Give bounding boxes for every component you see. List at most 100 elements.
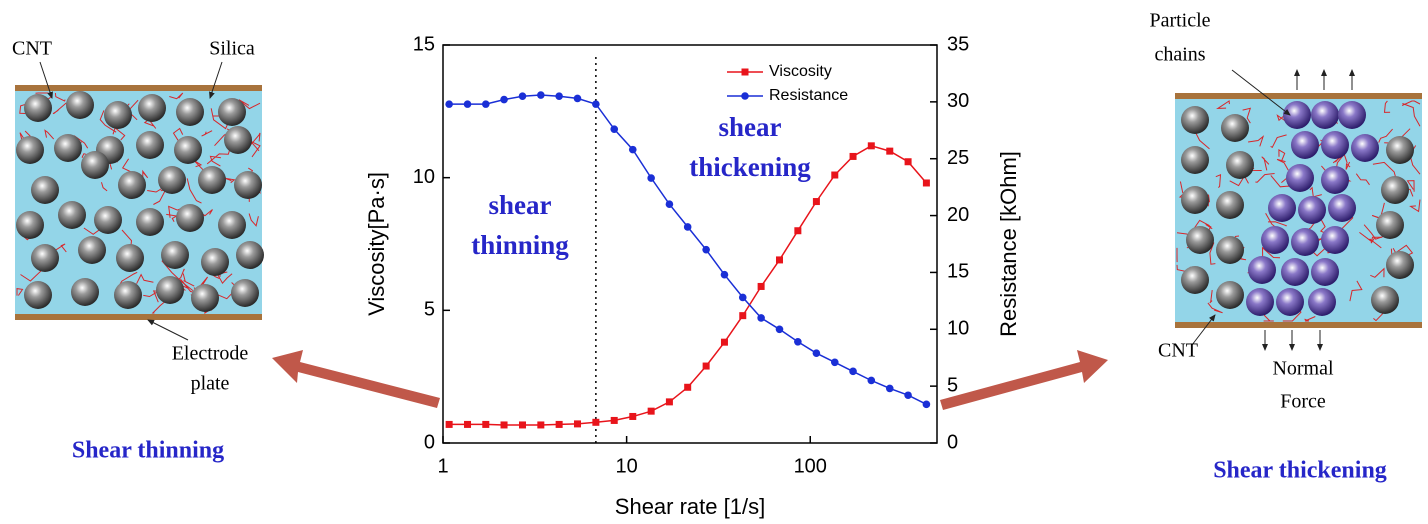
fiber	[1383, 100, 1391, 113]
fiber	[1378, 128, 1393, 143]
particle	[1216, 191, 1244, 219]
fiber	[238, 99, 261, 110]
electrode-top	[1175, 93, 1422, 99]
particle	[1321, 166, 1349, 194]
particle	[1286, 164, 1314, 192]
data-point	[831, 171, 839, 179]
arrow	[272, 350, 440, 408]
y2-tick-label: 30	[947, 90, 969, 112]
pointer	[39, 61, 53, 99]
fiber	[1248, 135, 1265, 147]
data-point	[922, 400, 931, 409]
label: Normal	[1272, 358, 1334, 380]
particle	[161, 241, 189, 269]
fiber	[143, 118, 157, 129]
data-point	[684, 383, 692, 391]
particle	[94, 206, 122, 234]
right-diagram	[1175, 93, 1422, 328]
plot-frame	[442, 44, 938, 444]
particle	[58, 201, 86, 229]
label: CNT	[12, 38, 52, 60]
left-diagram	[15, 85, 264, 320]
particle	[1308, 288, 1336, 316]
data-point	[776, 256, 784, 264]
y2-tick-label: 10	[947, 318, 969, 340]
fiber	[1359, 232, 1382, 249]
legend-marker	[741, 68, 749, 76]
fiber	[1363, 224, 1384, 240]
particle	[236, 241, 264, 269]
particle	[176, 98, 204, 126]
particle	[138, 94, 166, 122]
data-point	[573, 420, 581, 428]
fiber	[249, 132, 261, 146]
y2-tick-label: 25	[947, 147, 969, 169]
legend-marker	[741, 92, 749, 100]
particle	[174, 136, 202, 164]
fiber	[1270, 134, 1287, 148]
fiber	[1409, 199, 1421, 213]
fiber	[1209, 242, 1216, 265]
fiber	[54, 243, 67, 253]
fiber	[1402, 103, 1421, 127]
fiber	[161, 260, 194, 291]
fiber	[1209, 290, 1213, 304]
data-point	[794, 337, 802, 346]
fiber	[1215, 174, 1222, 188]
data-point	[592, 418, 600, 426]
series-line	[449, 144, 927, 426]
fiber	[1276, 112, 1289, 124]
data-point	[904, 391, 912, 400]
y-axis-label: Viscosity[Pa·s]	[364, 172, 389, 316]
particle	[1351, 134, 1379, 162]
fiber	[44, 129, 55, 140]
particle	[1381, 176, 1409, 204]
particle	[1181, 106, 1209, 134]
particle	[24, 281, 52, 309]
particle	[156, 276, 184, 304]
particle	[1181, 186, 1209, 214]
data-point	[481, 100, 490, 108]
fiber	[1276, 158, 1289, 171]
data-point	[518, 92, 527, 100]
data-point	[445, 100, 453, 108]
fiber	[169, 92, 184, 100]
data-point	[683, 223, 692, 231]
fiber	[1216, 100, 1230, 109]
particle	[1181, 146, 1209, 174]
pointer	[209, 61, 223, 99]
particle	[136, 131, 164, 159]
fiber	[1309, 186, 1322, 198]
legend-label: Resistance	[769, 87, 848, 104]
data-point	[573, 94, 582, 103]
fiber	[1304, 316, 1316, 322]
particle	[1246, 288, 1274, 316]
fiber	[193, 159, 206, 173]
fluid	[15, 90, 262, 316]
label: Electrode	[172, 343, 249, 365]
data-point	[812, 198, 820, 206]
data-point	[867, 142, 875, 150]
data-point	[904, 158, 912, 166]
particle	[201, 248, 229, 276]
fiber	[201, 130, 213, 137]
fiber	[250, 140, 261, 158]
data-point	[720, 338, 728, 346]
arrow	[940, 350, 1108, 410]
particle	[1216, 281, 1244, 309]
particle	[71, 278, 99, 306]
label: Force	[1280, 391, 1326, 413]
particle	[1283, 101, 1311, 129]
data-point	[555, 420, 563, 428]
electrode-bottom	[15, 314, 262, 320]
particle	[1216, 236, 1244, 264]
particle	[1268, 194, 1296, 222]
data-point	[922, 179, 930, 187]
particle	[16, 211, 44, 239]
data-point	[537, 91, 545, 99]
y2-tick-label: 0	[947, 431, 958, 453]
data-point	[647, 407, 655, 415]
particle	[198, 166, 226, 194]
data-point	[739, 312, 747, 320]
